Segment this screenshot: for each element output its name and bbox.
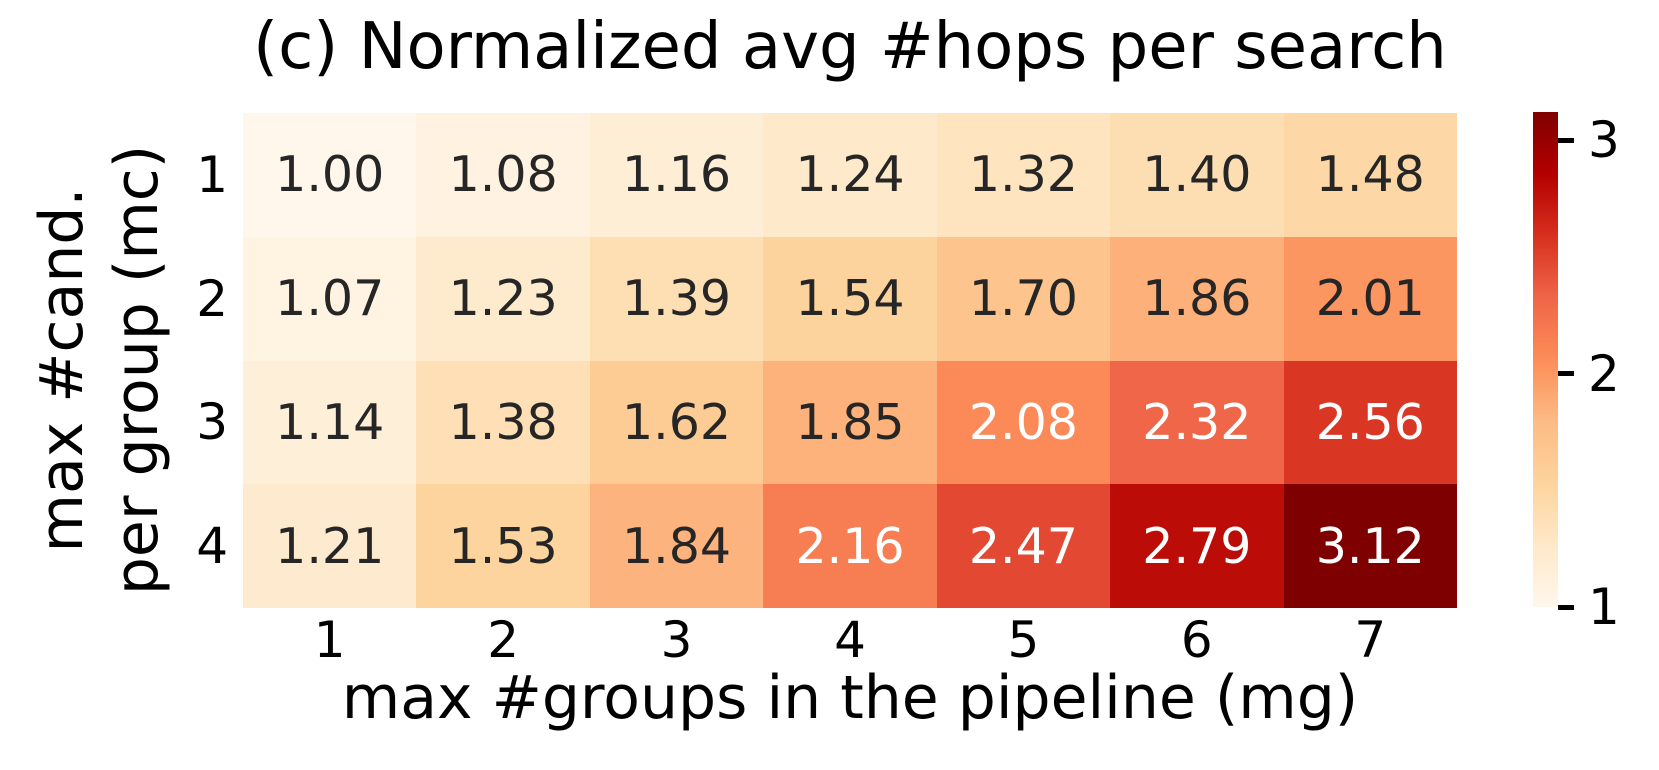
heatmap-cell: 1.07 bbox=[243, 236, 417, 361]
y-tick-label: 4 bbox=[196, 517, 228, 576]
y-tick-label: 1 bbox=[196, 145, 228, 204]
heatmap-cell: 2.16 bbox=[763, 484, 937, 608]
x-tick-label: 7 bbox=[1354, 611, 1387, 669]
x-tick-label: 6 bbox=[1180, 611, 1213, 669]
heatmap-grid: 1.00 1.08 1.16 1.24 1.32 1.40 1.48 1.07 1.23 1.39… bbox=[243, 113, 1457, 608]
colorbar-tick-mark bbox=[1558, 604, 1574, 610]
heatmap-cell: 2.79 bbox=[1110, 484, 1284, 608]
heatmap-cell: 1.86 bbox=[1110, 236, 1284, 361]
y-tick-label: 2 bbox=[196, 269, 228, 328]
x-tick-labels: 1 2 3 4 5 6 7 bbox=[243, 611, 1457, 669]
heatmap-cell: 1.53 bbox=[416, 484, 590, 608]
colorbar-tick-label: 3 bbox=[1588, 111, 1620, 170]
colorbar-tick-label: 2 bbox=[1588, 344, 1620, 403]
y-axis-label-line1: max #cand. bbox=[27, 187, 97, 553]
heatmap-cell: 1.16 bbox=[589, 113, 764, 237]
heatmap-cell: 1.40 bbox=[1110, 113, 1284, 237]
x-tick-label: 1 bbox=[313, 611, 346, 669]
heatmap-cell: 1.39 bbox=[589, 236, 764, 361]
heatmap-cell: 2.01 bbox=[1283, 236, 1457, 361]
colorbar-tick-mark bbox=[1558, 137, 1574, 143]
colorbar-gradient bbox=[1533, 112, 1558, 607]
heatmap-cell: 1.21 bbox=[243, 484, 417, 608]
x-tick-label: 3 bbox=[660, 611, 693, 669]
heatmap-cell: 1.62 bbox=[589, 360, 764, 485]
chart-title: (c) Normalized avg #hops per search bbox=[253, 10, 1447, 84]
heatmap-cell: 3.12 bbox=[1283, 484, 1457, 608]
x-tick-label: 5 bbox=[1007, 611, 1040, 669]
y-tick-label: 3 bbox=[196, 393, 228, 452]
heatmap-cell: 1.38 bbox=[416, 360, 590, 485]
heatmap-cell: 1.54 bbox=[763, 236, 937, 361]
heatmap-cell: 1.24 bbox=[763, 113, 937, 237]
heatmap-cell: 1.23 bbox=[416, 236, 590, 361]
heatmap-cell: 1.84 bbox=[589, 484, 764, 608]
heatmap-cell: 1.70 bbox=[936, 236, 1111, 361]
heatmap-cell: 1.14 bbox=[243, 360, 417, 485]
heatmap-cell: 1.32 bbox=[936, 113, 1111, 237]
colorbar-tick-label: 1 bbox=[1588, 578, 1620, 636]
x-axis-label: max #groups in the pipeline (mg) bbox=[341, 663, 1359, 733]
heatmap-cell: 1.00 bbox=[243, 113, 417, 237]
heatmap-cell: 2.56 bbox=[1283, 360, 1457, 485]
x-tick-label: 2 bbox=[487, 611, 520, 669]
y-tick-labels: 1 2 3 4 bbox=[120, 113, 228, 608]
heatmap-cell: 1.08 bbox=[416, 113, 590, 237]
heatmap-cell: 2.32 bbox=[1110, 360, 1284, 485]
heatmap-cell: 1.85 bbox=[763, 360, 937, 485]
heatmap-cell: 2.47 bbox=[936, 484, 1111, 608]
heatmap-cell: 2.08 bbox=[936, 360, 1111, 485]
x-tick-label: 4 bbox=[834, 611, 866, 669]
heatmap-cell: 1.48 bbox=[1283, 113, 1457, 237]
colorbar-tick-mark bbox=[1558, 371, 1574, 376]
